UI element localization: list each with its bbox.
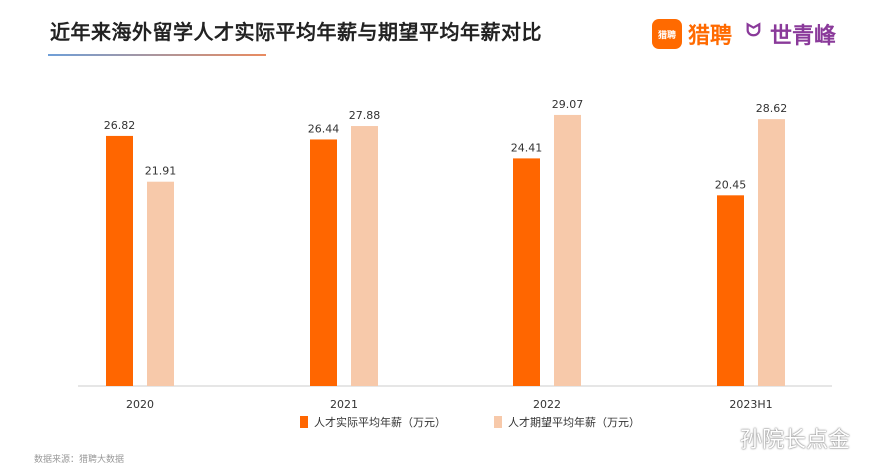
data-label-2021-expected: 27.88 bbox=[349, 109, 381, 122]
legend-swatch-expected bbox=[494, 416, 502, 428]
legend-item-expected: 人才期望平均年薪（万元） bbox=[494, 414, 640, 430]
x-tick-label-2022: 2022 bbox=[533, 398, 561, 411]
title-underline bbox=[48, 54, 266, 56]
legend-item-actual: 人才实际平均年薪（万元） bbox=[300, 414, 446, 430]
data-label-2022-actual: 24.41 bbox=[511, 141, 543, 154]
x-tick-label-2020: 2020 bbox=[126, 398, 154, 411]
x-tick-label-2023H1: 2023H1 bbox=[729, 398, 772, 411]
watermark-text: 孙院长点金 bbox=[740, 428, 851, 453]
sqf-logo-icon: ᗢ bbox=[746, 20, 761, 41]
data-label-2020-expected: 21.91 bbox=[145, 165, 177, 178]
bar-2020-actual bbox=[106, 135, 133, 386]
chart-legend: 人才实际平均年薪（万元） 人才期望平均年薪（万元） bbox=[300, 414, 688, 430]
bar-2022-actual bbox=[513, 158, 540, 386]
legend-label-actual: 人才实际平均年薪（万元） bbox=[314, 416, 446, 429]
data-label-2020-actual: 26.82 bbox=[104, 119, 136, 132]
data-label-2022-expected: 29.07 bbox=[552, 98, 584, 111]
data-label-2021-actual: 26.44 bbox=[308, 122, 340, 135]
data-label-2023H1-actual: 20.45 bbox=[715, 178, 747, 191]
bar-2022-expected bbox=[554, 114, 581, 386]
liepin-logo-icon: 猎聘 bbox=[652, 19, 682, 49]
bar-2020-expected bbox=[147, 181, 174, 386]
bar-2021-expected bbox=[351, 126, 378, 386]
bar-2023H1-expected bbox=[758, 119, 785, 386]
legend-swatch-actual bbox=[300, 416, 308, 428]
liepin-logo-box-text: 猎聘 bbox=[657, 30, 676, 41]
data-source-note: 数据来源：猎聘大数据 bbox=[34, 455, 125, 465]
page-title: 近年来海外留学人才实际平均年薪与期望平均年薪对比 bbox=[50, 20, 542, 44]
legend-label-expected: 人才期望平均年薪（万元） bbox=[508, 416, 640, 429]
data-label-2023H1-expected: 28.62 bbox=[756, 102, 788, 115]
bar-2023H1-actual bbox=[717, 195, 744, 386]
liepin-logo-text: 猎聘 bbox=[688, 24, 733, 49]
x-tick-label-2021: 2021 bbox=[330, 398, 358, 411]
bar-2021-actual bbox=[310, 139, 337, 386]
sqf-logo-text: 世青峰 bbox=[770, 24, 837, 49]
